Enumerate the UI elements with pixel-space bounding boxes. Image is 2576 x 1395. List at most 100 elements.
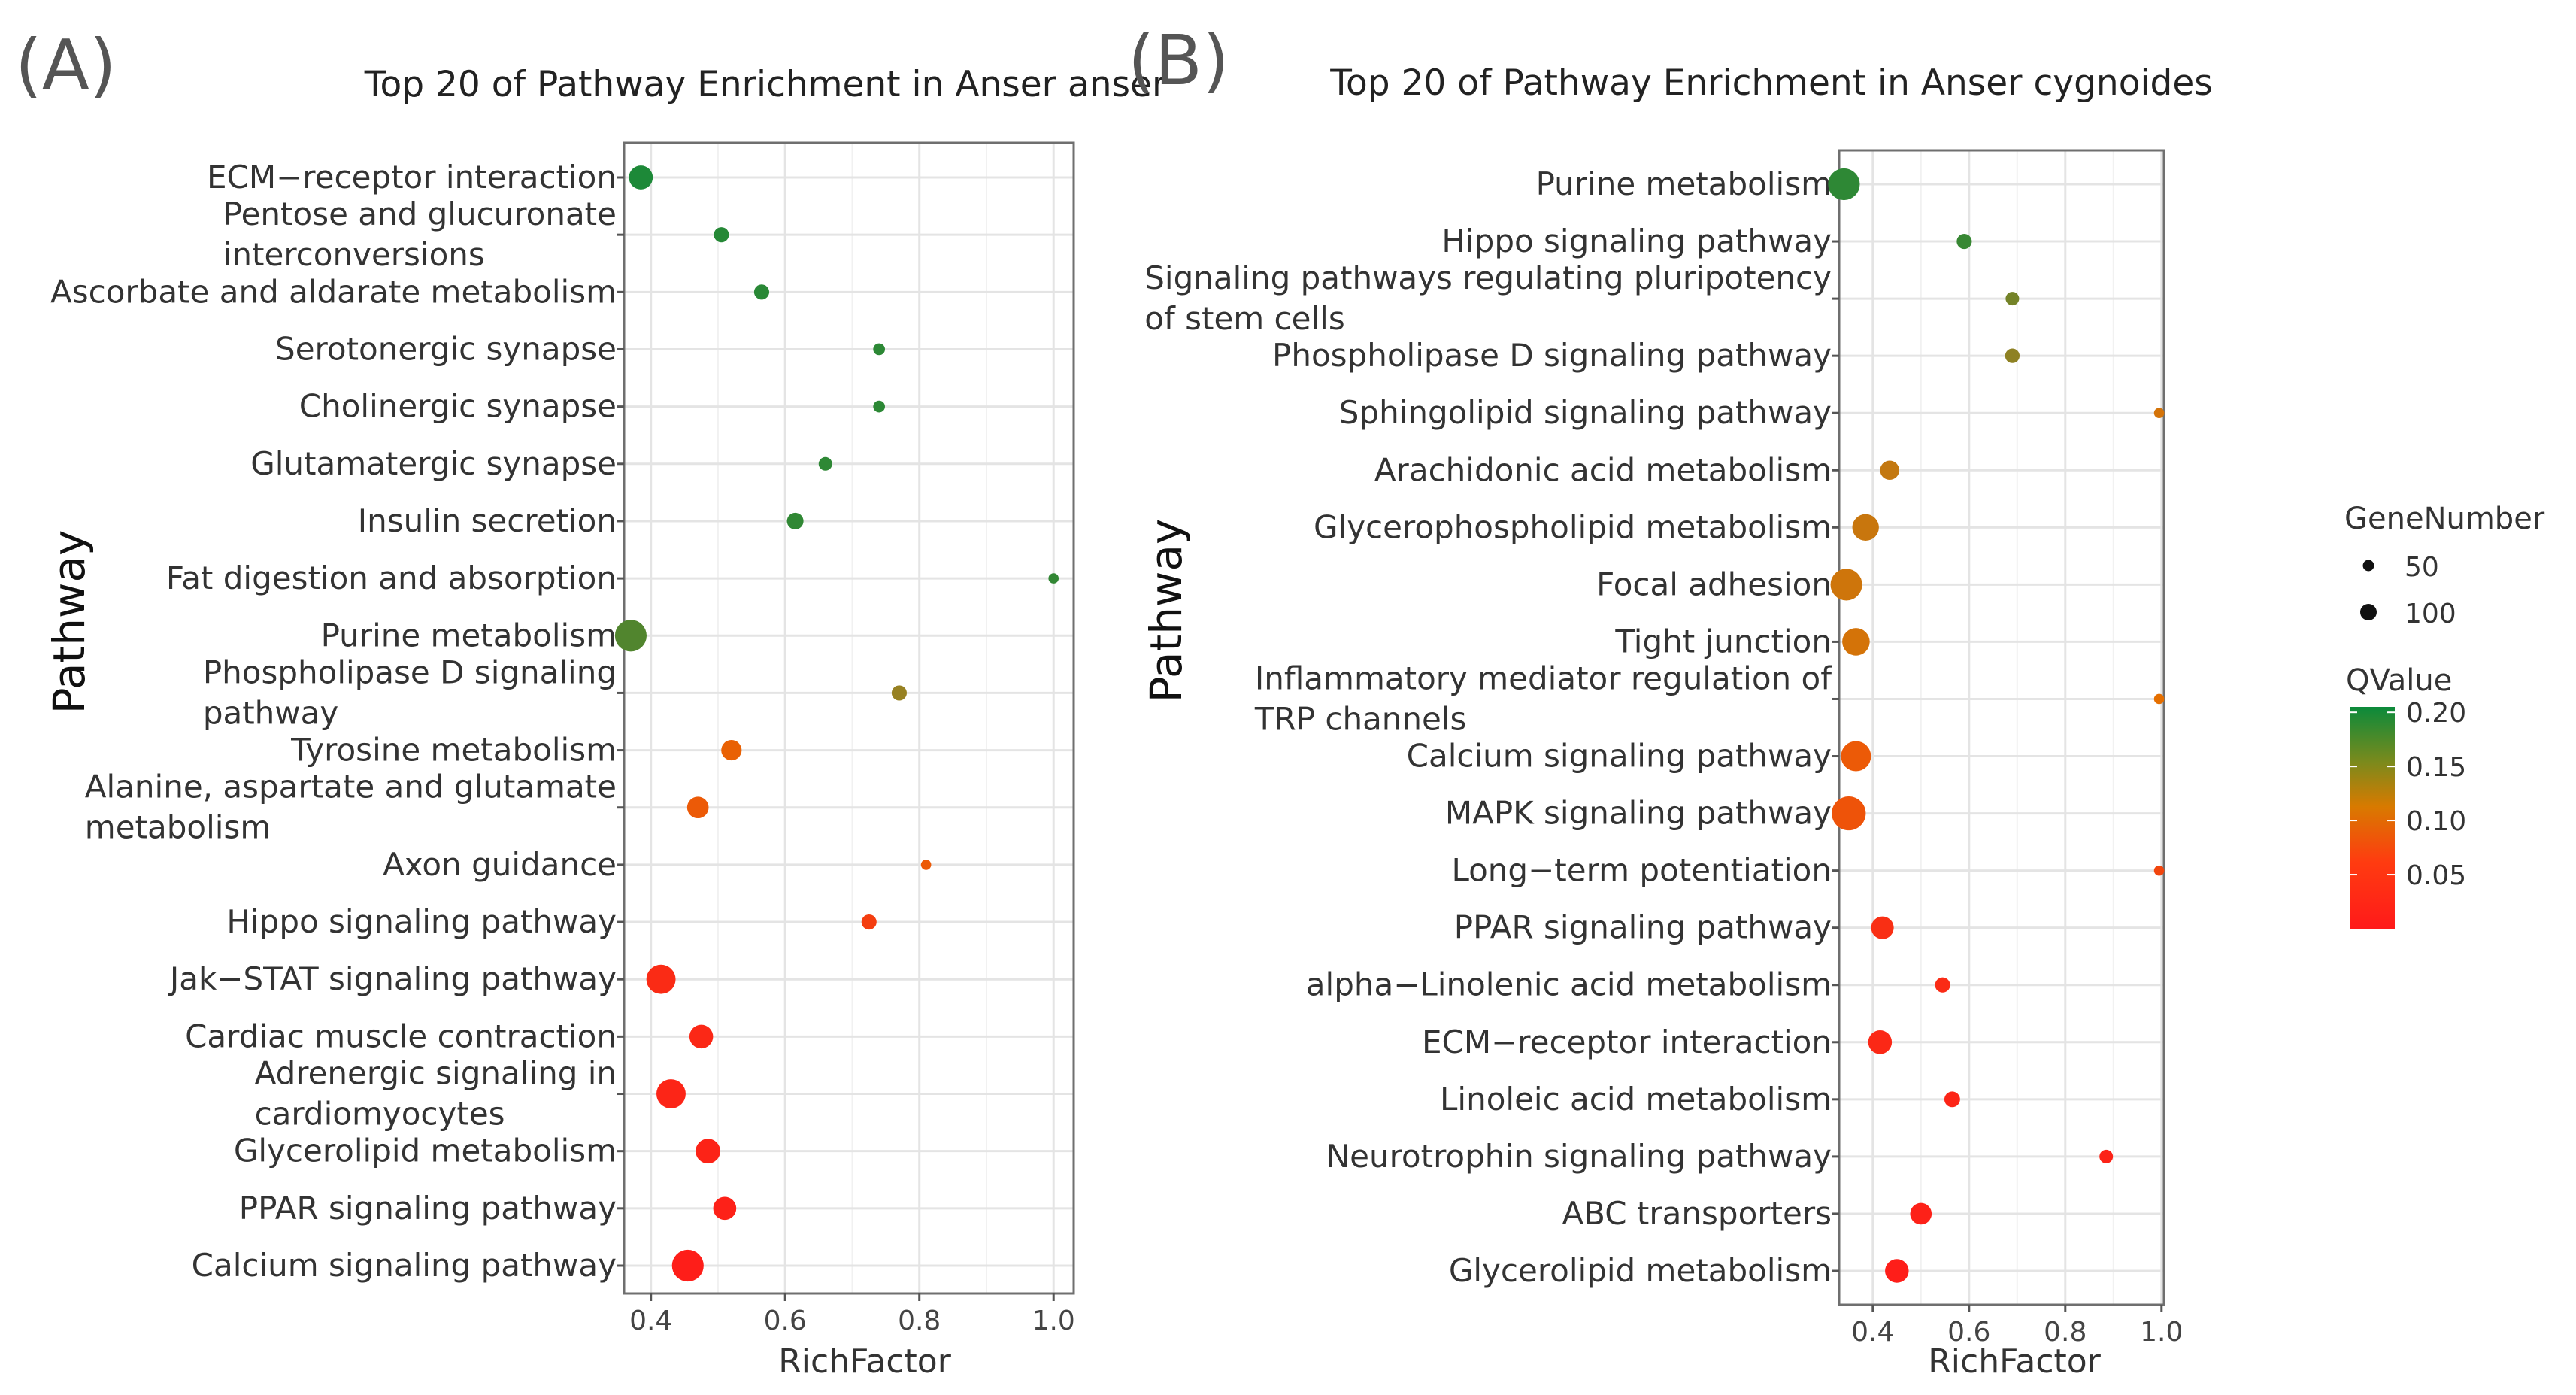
category-label: Pentose and glucuronate xyxy=(223,196,617,232)
panel-b-plot-area: 0.4 0.6 0.8 1.0 Purine metabolism Hippo signa… xyxy=(1144,149,2183,1348)
category-label: alpha−Linolenic acid metabolism xyxy=(1306,966,1832,1003)
panel-b-title: Top 20 of Pathway Enrichment in Anser cy… xyxy=(1329,62,2213,104)
legend-color-bar xyxy=(2350,707,2395,929)
panel-b: (B) Top 20 of Pathway Enrichment in Anse… xyxy=(1128,20,2213,1381)
data-point xyxy=(920,860,932,870)
category-label: Signaling pathways regulating pluripoten… xyxy=(1144,259,1832,296)
category-label: of stem cells xyxy=(1144,300,1344,337)
data-point xyxy=(696,1139,720,1164)
data-point xyxy=(2005,292,2020,306)
legend-size-label: 100 xyxy=(2405,599,2456,629)
data-point xyxy=(873,400,886,413)
data-point xyxy=(2153,693,2165,705)
panel-a: (A) Top 20 of Pathway Enrichment in Anse… xyxy=(15,25,1167,1381)
data-point xyxy=(1871,916,1894,939)
category-label: Glycerolipid metabolism xyxy=(234,1133,617,1169)
panel-b-label: (B) xyxy=(1128,20,1229,101)
panel-b-x-axis-label: RichFactor xyxy=(1928,1342,2101,1381)
legend-size-label: 50 xyxy=(2405,552,2439,583)
x-tick-label: 0.8 xyxy=(898,1306,941,1336)
category-label: Arachidonic acid metabolism xyxy=(1374,451,1832,488)
category-label: Inflammatory mediator regulation of xyxy=(1255,660,1832,696)
category-label: TRP channels xyxy=(1254,700,1467,737)
category-label: cardiomyocytes xyxy=(255,1096,505,1133)
data-point xyxy=(1910,1202,1932,1225)
data-point xyxy=(1935,977,1950,993)
category-label: pathway xyxy=(203,694,338,731)
category-label: Phospholipase D signaling xyxy=(203,654,617,690)
data-point xyxy=(1852,514,1879,541)
category-label: Serotonergic synapse xyxy=(275,330,617,367)
data-point xyxy=(1828,168,1860,201)
x-tick-label: 1.0 xyxy=(1032,1306,1075,1336)
legend-size-title: GeneNumber xyxy=(2344,502,2545,536)
data-point xyxy=(1956,234,1972,250)
category-label: interconversions xyxy=(223,236,485,273)
category-label: Purine metabolism xyxy=(321,617,617,654)
category-label: ECM−receptor interaction xyxy=(207,159,617,196)
data-point xyxy=(2153,408,2165,419)
category-label: Neurotrophin signaling pathway xyxy=(1326,1138,1832,1175)
category-label: MAPK signaling pathway xyxy=(1445,795,1832,832)
category-label: Alanine, aspartate and glutamate xyxy=(85,769,617,805)
category-label: Glutamatergic synapse xyxy=(250,445,617,482)
category-label: Cholinergic synapse xyxy=(299,388,617,425)
category-label: metabolism xyxy=(85,809,271,846)
x-tick-label: 0.6 xyxy=(764,1306,807,1336)
panel-a-label: (A) xyxy=(15,25,117,105)
legend-color-title: QValue xyxy=(2346,663,2452,698)
panel-a-title: Top 20 of Pathway Enrichment in Anser an… xyxy=(364,64,1167,105)
legend-color-tick-label: 0.10 xyxy=(2406,806,2466,837)
category-label: Jak−STAT signaling pathway xyxy=(168,960,617,997)
data-point xyxy=(873,343,886,356)
legend-size-keys: 50 100 xyxy=(2360,552,2456,629)
legend-color-ticks: 0.20 0.15 0.10 0.05 xyxy=(2350,698,2466,891)
category-label: PPAR signaling pathway xyxy=(239,1190,617,1227)
data-point xyxy=(1841,741,1871,772)
data-point xyxy=(753,284,770,300)
data-point xyxy=(786,512,804,529)
data-point xyxy=(713,1196,737,1221)
x-tick-label: 0.4 xyxy=(629,1306,672,1336)
data-point xyxy=(1048,573,1059,584)
data-point xyxy=(689,1024,714,1049)
category-label: Hippo signaling pathway xyxy=(226,903,617,940)
category-label: Calcium signaling pathway xyxy=(1407,738,1832,775)
plot-background xyxy=(1839,150,2164,1305)
data-point xyxy=(646,964,676,994)
data-point xyxy=(1868,1030,1893,1054)
category-label: Glycerolipid metabolism xyxy=(1449,1252,1832,1289)
data-point xyxy=(1944,1091,1960,1108)
category-label: Hippo signaling pathway xyxy=(1441,223,1832,259)
legend-color-tick-label: 0.15 xyxy=(2406,752,2466,783)
x-tick-label: 1.0 xyxy=(2140,1317,2183,1348)
category-label: Fat digestion and absorption xyxy=(166,560,617,596)
data-point xyxy=(721,740,742,761)
data-point xyxy=(2099,1149,2114,1163)
legend-size-dot xyxy=(2362,560,2374,572)
category-label: PPAR signaling pathway xyxy=(1454,909,1832,946)
panel-a-plot-area: 0.4 0.6 0.8 1.0 ECM−receptor interactionPent… xyxy=(50,141,1075,1336)
plot-background xyxy=(624,143,1074,1293)
category-label: Axon guidance xyxy=(383,846,617,883)
panel-a-y-axis-label: Pathway xyxy=(44,530,95,714)
data-point xyxy=(1830,569,1862,601)
data-point xyxy=(1842,628,1870,656)
data-point xyxy=(1832,796,1866,831)
legend-color-tick-label: 0.05 xyxy=(2406,860,2466,891)
plot-frame xyxy=(1838,149,2165,1306)
data-point xyxy=(2153,865,2165,876)
category-label: ECM−receptor interaction xyxy=(1422,1024,1832,1060)
data-point xyxy=(629,165,653,190)
data-point xyxy=(714,227,729,243)
data-point xyxy=(656,1079,686,1108)
category-label: Tyrosine metabolism xyxy=(290,732,617,769)
panel-b-y-axis-label: Pathway xyxy=(1141,519,1192,703)
data-point xyxy=(2005,348,2020,363)
category-label: Calcium signaling pathway xyxy=(192,1247,617,1284)
data-point xyxy=(818,456,832,471)
category-label: Tight junction xyxy=(1614,623,1832,660)
category-label: Long−term potentiation xyxy=(1451,852,1832,889)
category-label: Adrenergic signaling in xyxy=(255,1055,617,1092)
